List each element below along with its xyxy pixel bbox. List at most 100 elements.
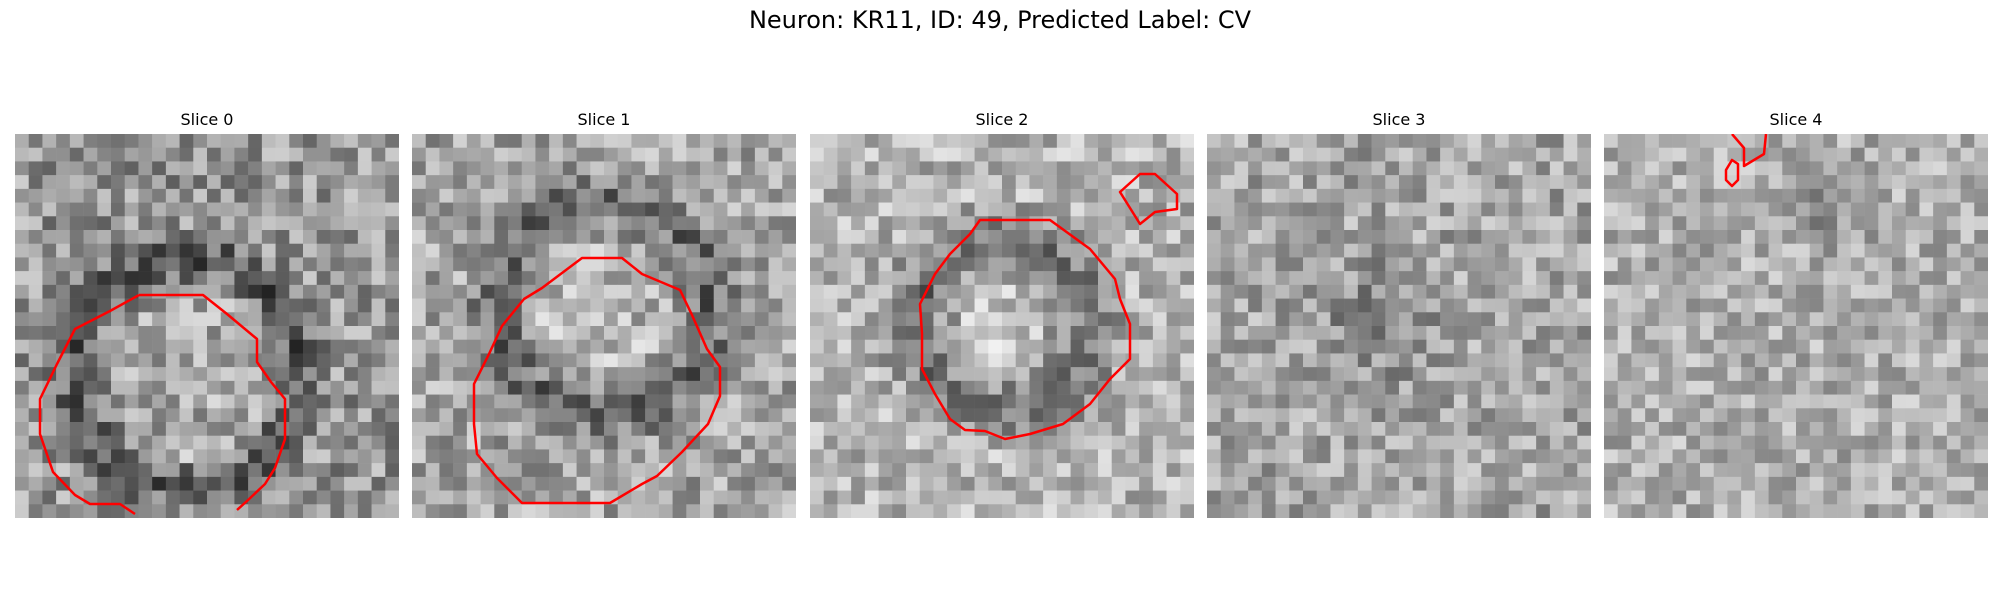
image-pixel bbox=[1275, 175, 1290, 190]
image-pixel bbox=[960, 380, 975, 395]
image-pixel bbox=[1617, 298, 1632, 313]
image-pixel bbox=[686, 435, 701, 450]
image-pixel bbox=[521, 134, 536, 149]
image-pixel bbox=[1098, 147, 1113, 162]
image-pixel bbox=[1782, 449, 1797, 464]
image-pixel bbox=[1125, 504, 1140, 518]
image-pixel bbox=[193, 449, 208, 464]
image-pixel bbox=[138, 312, 153, 327]
image-pixel bbox=[1577, 230, 1591, 245]
image-pixel bbox=[1166, 326, 1181, 341]
image-pixel bbox=[357, 216, 372, 231]
image-pixel bbox=[1686, 380, 1701, 395]
image-pixel bbox=[248, 367, 263, 382]
image-pixel bbox=[754, 367, 769, 382]
image-pixel bbox=[248, 312, 263, 327]
image-pixel bbox=[1700, 161, 1715, 176]
image-pixel bbox=[686, 284, 701, 299]
image-pixel bbox=[385, 175, 399, 190]
image-pixel bbox=[1002, 271, 1017, 286]
image-pixel bbox=[303, 202, 318, 217]
image-pixel bbox=[1768, 476, 1783, 491]
image-pixel bbox=[1782, 147, 1797, 162]
image-pixel bbox=[823, 435, 838, 450]
image-pixel bbox=[617, 367, 632, 382]
image-pixel bbox=[1234, 463, 1249, 478]
image-pixel bbox=[604, 284, 619, 299]
image-pixel bbox=[1440, 490, 1455, 505]
image-pixel bbox=[878, 367, 893, 382]
image-pixel bbox=[275, 161, 290, 176]
image-pixel bbox=[851, 230, 866, 245]
image-pixel bbox=[165, 380, 180, 395]
image-pixel bbox=[1357, 476, 1372, 491]
image-pixel bbox=[1385, 271, 1400, 286]
image-pixel bbox=[1905, 243, 1920, 258]
image-pixel bbox=[590, 188, 605, 203]
image-pixel bbox=[124, 435, 139, 450]
image-pixel bbox=[700, 380, 715, 395]
image-pixel bbox=[535, 449, 550, 464]
image-pixel bbox=[1289, 463, 1304, 478]
image-pixel bbox=[1248, 504, 1263, 518]
image-pixel bbox=[892, 202, 907, 217]
image-pixel bbox=[412, 271, 427, 286]
image-pixel bbox=[480, 188, 495, 203]
image-pixel bbox=[1220, 476, 1235, 491]
image-pixel bbox=[1823, 394, 1838, 409]
image-pixel bbox=[864, 298, 879, 313]
image-pixel bbox=[1946, 202, 1961, 217]
image-pixel bbox=[1275, 367, 1290, 382]
image-pixel bbox=[1508, 161, 1523, 176]
image-pixel bbox=[1549, 353, 1564, 368]
image-pixel bbox=[1617, 353, 1632, 368]
image-pixel bbox=[1029, 408, 1044, 423]
image-pixel bbox=[1495, 476, 1510, 491]
image-pixel bbox=[138, 202, 153, 217]
image-pixel bbox=[1207, 147, 1222, 162]
image-pixel bbox=[1796, 175, 1811, 190]
image-pixel bbox=[1180, 326, 1194, 341]
image-pixel bbox=[1303, 243, 1318, 258]
image-pixel bbox=[1536, 230, 1551, 245]
image-pixel bbox=[1275, 134, 1290, 149]
image-pixel bbox=[1768, 367, 1783, 382]
image-pixel bbox=[1385, 367, 1400, 382]
image-pixel bbox=[207, 147, 222, 162]
image-pixel bbox=[97, 490, 112, 505]
image-pixel bbox=[1919, 422, 1934, 437]
image-pixel bbox=[1892, 408, 1907, 423]
image-pixel bbox=[56, 504, 71, 518]
image-pixel bbox=[645, 161, 660, 176]
image-pixel bbox=[864, 339, 879, 354]
image-pixel bbox=[1330, 175, 1345, 190]
image-pixel bbox=[1207, 380, 1222, 395]
image-pixel bbox=[1768, 490, 1783, 505]
image-pixel bbox=[974, 202, 989, 217]
image-pixel bbox=[1426, 449, 1441, 464]
image-pixel bbox=[686, 476, 701, 491]
image-pixel bbox=[521, 380, 536, 395]
image-pixel bbox=[385, 435, 399, 450]
image-pixel bbox=[686, 230, 701, 245]
image-pixel bbox=[1289, 284, 1304, 299]
image-pixel bbox=[165, 312, 180, 327]
image-pixel bbox=[1412, 202, 1427, 217]
image-pixel bbox=[1002, 353, 1017, 368]
image-pixel bbox=[851, 284, 866, 299]
image-pixel bbox=[193, 202, 208, 217]
image-pixel bbox=[672, 271, 687, 286]
image-pixel bbox=[439, 408, 454, 423]
image-pixel bbox=[152, 284, 167, 299]
image-pixel bbox=[590, 394, 605, 409]
image-pixel bbox=[1070, 134, 1085, 149]
image-pixel bbox=[535, 380, 550, 395]
image-pixel bbox=[1453, 188, 1468, 203]
image-pixel bbox=[1015, 380, 1030, 395]
image-pixel bbox=[1303, 353, 1318, 368]
image-pixel bbox=[1029, 188, 1044, 203]
image-pixel bbox=[1412, 367, 1427, 382]
image-pixel bbox=[1412, 353, 1427, 368]
image-pixel bbox=[1837, 449, 1852, 464]
image-pixel bbox=[1700, 312, 1715, 327]
